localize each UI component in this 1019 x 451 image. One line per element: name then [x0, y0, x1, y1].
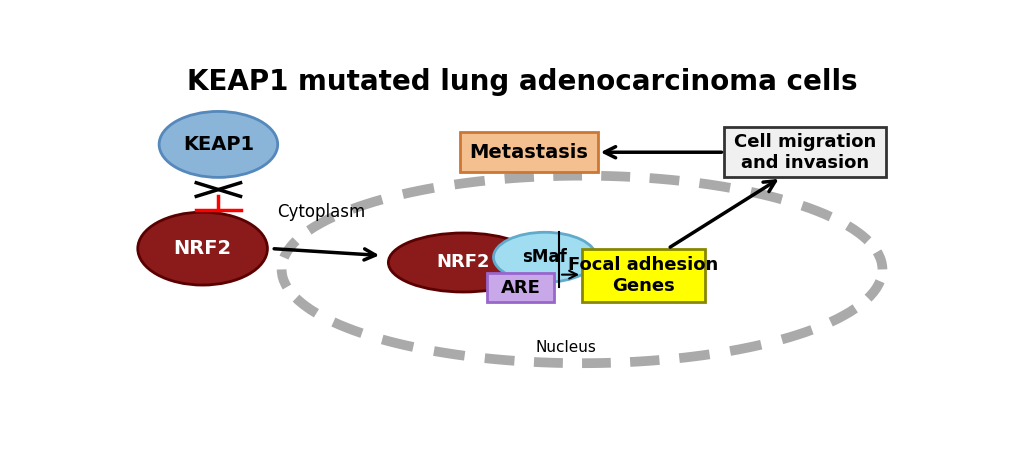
Ellipse shape — [138, 212, 267, 285]
Text: Cytoplasm: Cytoplasm — [277, 203, 365, 221]
Text: NRF2: NRF2 — [173, 239, 231, 258]
Bar — [459, 132, 597, 172]
Text: KEAP1: KEAP1 — [182, 135, 254, 154]
Bar — [723, 127, 886, 177]
Text: Cell migration
and invasion: Cell migration and invasion — [734, 133, 875, 172]
Text: Focal adhesion
Genes: Focal adhesion Genes — [568, 256, 717, 295]
Ellipse shape — [159, 111, 277, 177]
Text: KEAP1 mutated lung adenocarcinoma cells: KEAP1 mutated lung adenocarcinoma cells — [187, 68, 857, 96]
Ellipse shape — [493, 232, 596, 282]
Text: Nucleus: Nucleus — [535, 340, 596, 355]
Text: sMaf: sMaf — [522, 248, 567, 266]
Ellipse shape — [388, 233, 538, 292]
Text: ARE: ARE — [500, 279, 540, 297]
Text: NRF2: NRF2 — [436, 253, 490, 272]
Bar — [582, 249, 704, 303]
Text: Metastasis: Metastasis — [469, 143, 588, 162]
Bar — [487, 273, 554, 303]
